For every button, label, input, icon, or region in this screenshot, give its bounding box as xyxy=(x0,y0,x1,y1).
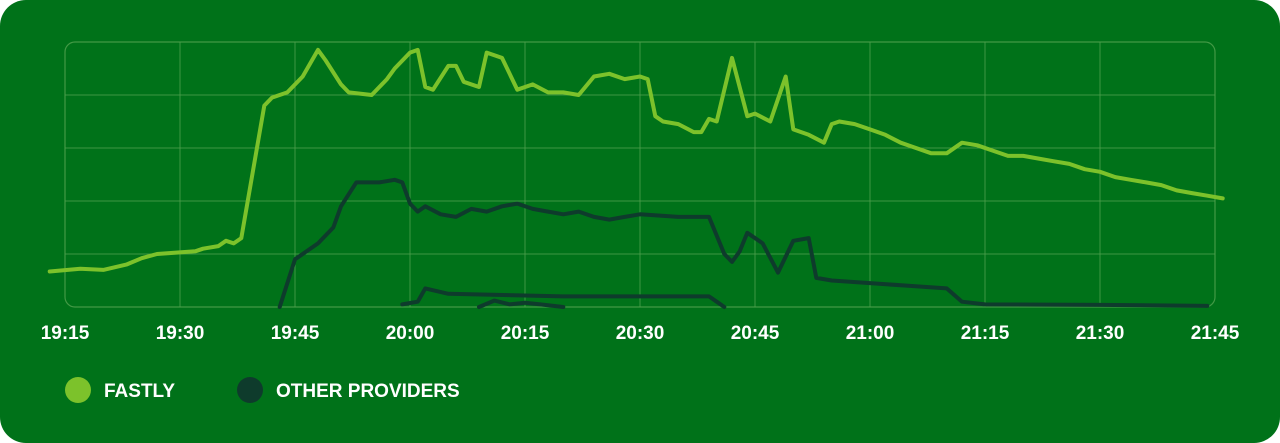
x-axis-ticks: 19:15 19:30 19:45 20:00 20:15 20:30 20:45 21:00… xyxy=(41,323,1240,344)
x-tick-label: 19:15 xyxy=(41,323,90,344)
legend-swatch xyxy=(237,377,263,403)
x-tick-label: 19:30 xyxy=(156,323,205,344)
series-lines xyxy=(47,47,1225,309)
legend-swatch xyxy=(65,377,91,403)
x-tick-label: 21:30 xyxy=(1076,323,1125,344)
x-tick-label: 21:15 xyxy=(961,323,1010,344)
legend-label: FASTLY xyxy=(104,381,175,402)
x-tick-label: 19:45 xyxy=(271,323,320,344)
x-tick-label: 20:15 xyxy=(501,323,550,344)
x-tick-label: 21:00 xyxy=(846,323,895,344)
x-tick-label: 21:45 xyxy=(1191,323,1240,344)
fastly-series-line xyxy=(47,47,1225,274)
legend-label: OTHER PROVIDERS xyxy=(276,381,460,402)
x-tick-label: 20:00 xyxy=(386,323,435,344)
legend: FASTLY OTHER PROVIDERS xyxy=(65,377,460,403)
x-tick-label: 20:30 xyxy=(616,323,665,344)
other-providers-series-line xyxy=(400,286,727,309)
grid xyxy=(65,42,1215,307)
x-tick-label: 20:45 xyxy=(731,323,780,344)
other-providers-series-line xyxy=(277,177,1210,309)
other-providers-series-line xyxy=(477,298,566,309)
